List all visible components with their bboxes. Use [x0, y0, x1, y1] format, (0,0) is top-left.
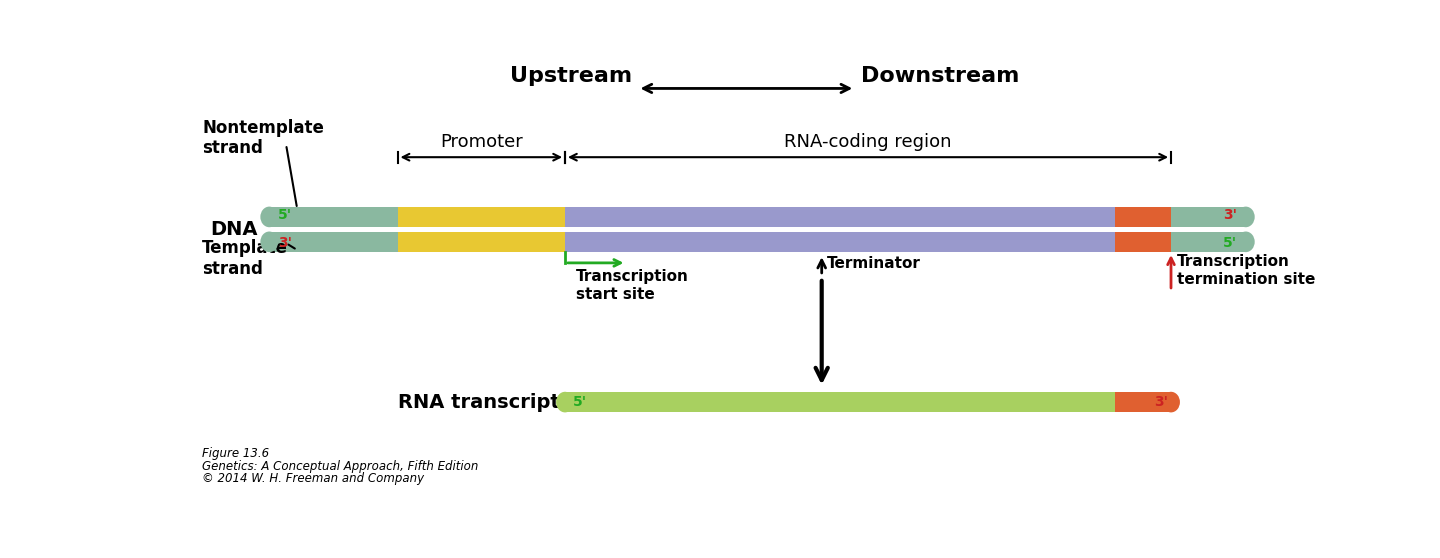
- Ellipse shape: [261, 232, 278, 252]
- Bar: [1115, 392, 1171, 412]
- Text: Template
strand: Template strand: [202, 239, 288, 278]
- Text: 3': 3': [1223, 208, 1237, 222]
- Text: Nontemplate
strand: Nontemplate strand: [202, 118, 324, 157]
- Ellipse shape: [1237, 232, 1254, 252]
- Text: Downstream: Downstream: [861, 66, 1020, 86]
- Text: Promoter: Promoter: [441, 133, 523, 151]
- Bar: [564, 206, 1171, 227]
- Ellipse shape: [261, 206, 278, 227]
- Bar: [1115, 232, 1171, 252]
- Ellipse shape: [556, 392, 575, 412]
- Text: 5': 5': [278, 208, 292, 222]
- Text: Genetics: A Conceptual Approach, Fifth Edition: Genetics: A Conceptual Approach, Fifth E…: [202, 460, 478, 473]
- Text: Figure 13.6: Figure 13.6: [202, 447, 269, 460]
- Bar: [564, 392, 1115, 412]
- Bar: [397, 206, 564, 227]
- Text: 5': 5': [1223, 236, 1237, 250]
- Text: Upstream: Upstream: [510, 66, 632, 86]
- Bar: [269, 206, 1246, 227]
- Text: RNA-coding region: RNA-coding region: [785, 133, 952, 151]
- Ellipse shape: [1162, 392, 1179, 412]
- Text: Transcription
start site: Transcription start site: [576, 270, 690, 302]
- Text: Transcription
termination site: Transcription termination site: [1176, 254, 1315, 287]
- Text: 3': 3': [1153, 395, 1168, 409]
- Text: RNA transcript: RNA transcript: [397, 393, 559, 412]
- Text: 5': 5': [573, 395, 588, 409]
- Bar: [564, 232, 1171, 252]
- Text: Terminator: Terminator: [827, 256, 922, 271]
- Bar: [397, 232, 564, 252]
- Bar: [1115, 206, 1171, 227]
- Text: © 2014 W. H. Freeman and Company: © 2014 W. H. Freeman and Company: [202, 472, 425, 485]
- Ellipse shape: [1237, 206, 1254, 227]
- Bar: [269, 232, 1246, 252]
- Text: 3': 3': [278, 236, 292, 250]
- Text: DNA: DNA: [210, 220, 258, 239]
